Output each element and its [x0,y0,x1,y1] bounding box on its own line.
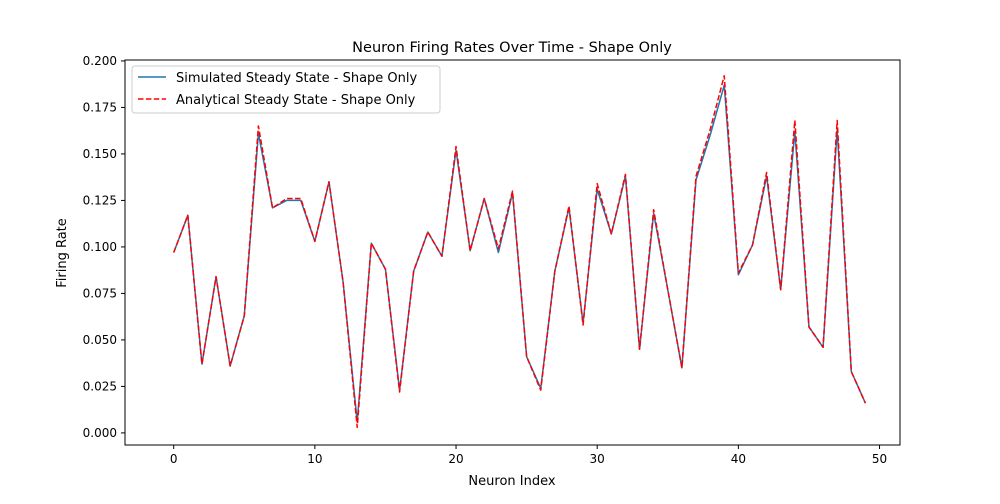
y-axis-label: Firing Rate [55,218,70,288]
y-tick-label: 0.150 [83,147,117,161]
y-axis: 0.000 0.025 0.050 0.075 0.100 0.125 0.150 0.175… [83,54,125,440]
y-tick-label: 0.200 [83,54,117,68]
y-tick-label: 0.125 [83,193,117,207]
chart-title: Neuron Firing Rates Over Time - Shape On… [352,40,672,56]
plot-area-frame [124,59,901,446]
x-tick-label: 20 [448,452,463,466]
x-tick-label: 30 [590,452,605,466]
series-layer [172,75,867,429]
y-tick-label: 0.050 [83,333,117,347]
x-tick-label: 50 [872,452,887,466]
y-tick-label: 0.025 [83,379,117,393]
series-line-1 [172,75,867,429]
y-tick-label: 0.075 [83,286,117,300]
x-axis-label: Neuron Index [468,474,555,489]
legend-label-simulated: Simulated Steady State - Shape Only [176,71,418,86]
y-tick-label: 0.000 [83,426,117,440]
x-axis: 0 10 20 30 40 50 [170,445,887,466]
x-tick-label: 40 [731,452,746,466]
legend-label-analytical: Analytical Steady State - Shape Only [176,93,416,108]
x-tick-label: 10 [307,452,322,466]
y-tick-label: 0.100 [83,240,117,254]
legend: Simulated Steady State - Shape Only Anal… [131,65,441,114]
y-tick-label: 0.175 [83,100,117,114]
x-tick-label: 0 [170,452,178,466]
series-line-0 [172,84,867,423]
legend-box [131,65,441,114]
